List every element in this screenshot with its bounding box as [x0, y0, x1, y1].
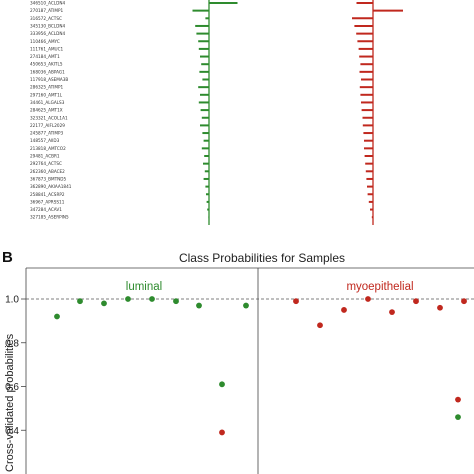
gene-label: 22177_AIFL2029: [30, 123, 65, 128]
gene-label: 34461_ALGALS3: [30, 100, 65, 105]
gene-label: 292764_ACTSC: [30, 161, 62, 166]
gene-label: 36967_APRSS11: [30, 199, 65, 204]
point-myoepithelial: [413, 298, 419, 305]
gene-label: 286325_ATIMP1: [30, 85, 64, 90]
point-luminal: [196, 302, 202, 309]
group-label-luminal: luminal: [126, 281, 162, 293]
panel-a: 346510_ACLDN4 270187_ATIMP1 316572_ACTSC 34…: [30, 0, 403, 225]
point-luminal: [243, 302, 249, 309]
gene-label: 333956_ACLDN4: [30, 31, 65, 36]
point-luminal: [173, 298, 179, 305]
point-myoepithelial: [437, 304, 443, 311]
gene-label: 346510_ACLDN4: [30, 1, 65, 6]
point-other-luminal: [219, 429, 225, 436]
point-myoepithelial: [341, 307, 347, 313]
point-myoepithelial: [317, 322, 323, 329]
point-myoepithelial: [389, 309, 395, 316]
gene-label: 345130_BCLDN4: [30, 23, 65, 28]
point-other-myoepithelial: [455, 414, 461, 421]
gene-label: 117918_ASEMA3B: [30, 77, 68, 82]
gene-label: 111761_AMUC1: [30, 46, 64, 51]
point-myoepithelial: [293, 298, 299, 305]
gene-label: 168036_ABPAG1: [30, 69, 65, 74]
gene-label: 297160_AMT1L: [30, 92, 63, 97]
gene-label: 323321_ACOL1A1: [30, 115, 68, 120]
gene-label: 362890_AKIAA1841: [30, 184, 72, 189]
y-tick-label: 1.0: [5, 295, 19, 306]
point-luminal: [101, 300, 107, 307]
gene-label: 284625_AMT1X: [30, 108, 63, 113]
gene-label: 327185_ASERPIN5: [30, 215, 69, 220]
gene-label: 270187_ATIMP1: [30, 8, 64, 13]
y-ticks: 0.4 0.6 0.8 1.0: [5, 295, 474, 437]
y-axis-label: Cross-validated probabilities: [4, 333, 16, 472]
gene-label: 245877_ATIMP3: [30, 131, 64, 136]
gene-label: 367873_BMTND5: [30, 176, 66, 181]
point-luminal: [125, 296, 131, 302]
point-myoepithelial: [455, 396, 461, 403]
gene-label: 262360_ABACE2: [30, 169, 65, 174]
group-label-myoepithelial: myoepithelial: [346, 281, 413, 293]
y-tick-label: 0.6: [5, 382, 19, 393]
point-luminal: [219, 381, 225, 388]
data-points: [54, 296, 467, 436]
gene-label: 148557_AIID3: [30, 138, 60, 143]
point-luminal: [54, 313, 60, 320]
gene-label: 347284_ACAV1: [30, 207, 62, 212]
chart-title: Class Probabilities for Samples: [179, 251, 345, 265]
y-tick-label: 0.4: [5, 426, 19, 437]
gene-label: 450653_AKITL5: [30, 62, 63, 67]
point-myoepithelial: [461, 298, 467, 305]
gene-label: 213818_AMTCO2: [30, 146, 66, 151]
point-luminal: [149, 296, 155, 302]
point-myoepithelial: [365, 296, 371, 302]
gene-label: 110466_AMYC: [30, 39, 60, 44]
gene-label: 274184_AMT1: [30, 54, 60, 59]
gene-label: 258841_ACSRP2: [30, 192, 65, 197]
point-luminal: [77, 298, 83, 305]
plot-frame: [25, 267, 474, 474]
panel-b-label: B: [2, 249, 13, 266]
gene-label: 29481_ACBR1: [30, 154, 60, 159]
gene-label: 316572_ACTSC: [30, 16, 62, 21]
y-tick-label: 0.8: [5, 338, 19, 349]
